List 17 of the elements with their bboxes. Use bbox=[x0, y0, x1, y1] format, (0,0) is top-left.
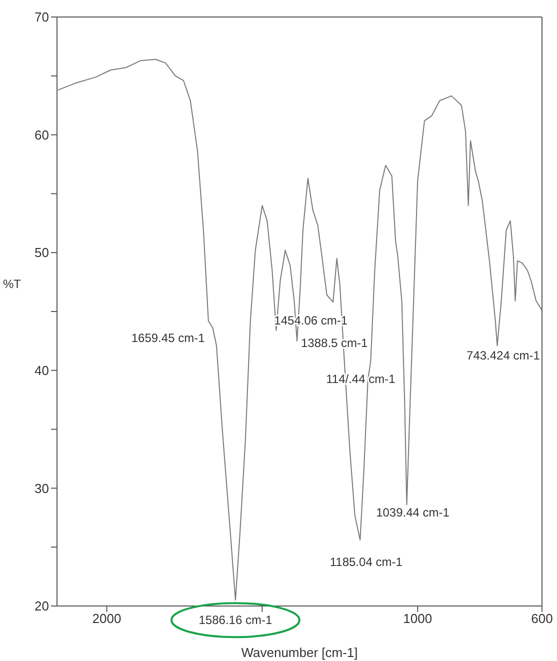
x-tick-label: 600 bbox=[531, 611, 553, 626]
annotation: 1039.44 cm-1 bbox=[376, 506, 450, 520]
y-axis-title: %T bbox=[3, 276, 22, 291]
y-tick-label: 60 bbox=[34, 127, 49, 142]
y-tick-label: 20 bbox=[34, 598, 49, 614]
x-tick-label: 2000 bbox=[92, 611, 122, 626]
x-axis-title: Wavenumber [cm-1] bbox=[241, 645, 358, 660]
y-tick-label: 30 bbox=[34, 480, 49, 496]
x-tick-label: 1000 bbox=[403, 611, 432, 626]
y-tick-label: 70 bbox=[34, 10, 49, 25]
line-series bbox=[57, 58, 542, 601]
annotation: 743.424 cm-1 bbox=[466, 348, 540, 363]
y-tick-label: 50 bbox=[34, 245, 49, 260]
annotation: 1659.45 cm-1 bbox=[131, 330, 206, 345]
annotation: 1586.16 cm-1 bbox=[198, 613, 272, 628]
annotation: 1185.04 cm-1 bbox=[330, 555, 403, 570]
y-tick-label: 40 bbox=[34, 363, 49, 378]
